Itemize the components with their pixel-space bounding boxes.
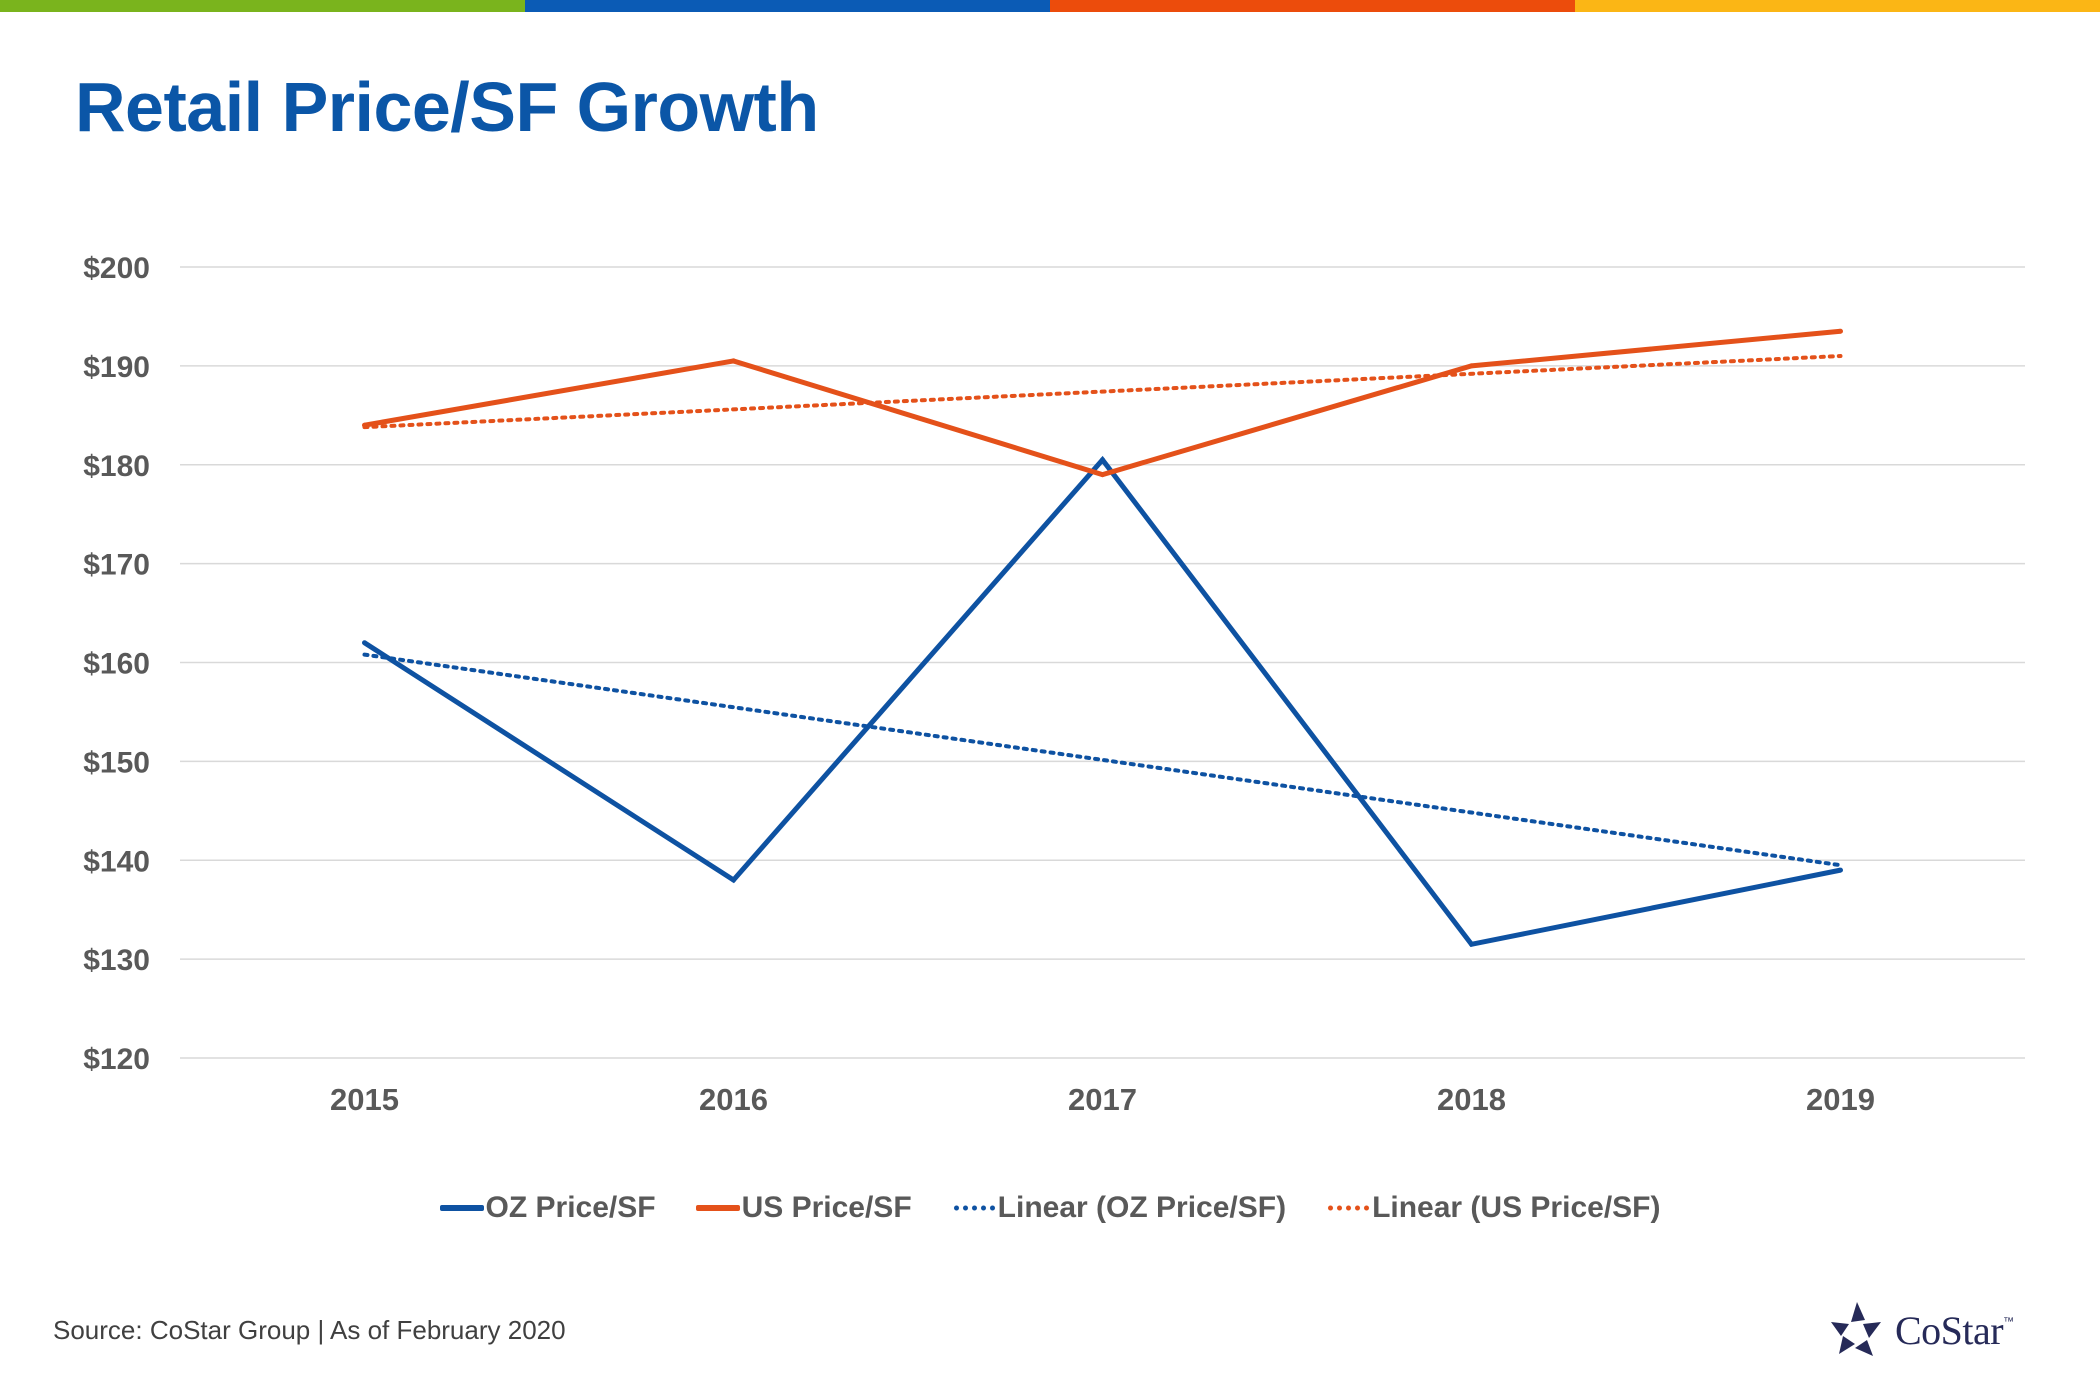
costar-star-logo-icon xyxy=(1831,1302,1881,1356)
data-point xyxy=(1838,328,1843,334)
legend-label: Linear (OZ Price/SF) xyxy=(997,1191,1287,1224)
page-title: Retail Price/SF Growth xyxy=(75,68,819,146)
y-tick-label: $160 xyxy=(83,648,150,681)
data-point xyxy=(1838,867,1843,873)
legend-item: OZ Price/SF xyxy=(439,1191,656,1225)
trendline xyxy=(362,652,1843,868)
legend-swatch xyxy=(695,1205,740,1211)
stripe-green xyxy=(0,0,525,12)
x-tick-label: 2015 xyxy=(330,1082,399,1117)
line-chart: $120 $130 $140 $150 $160 $170 $180 $190 $200 201… xyxy=(83,252,2025,1117)
y-tick-label: $150 xyxy=(83,746,150,779)
chart-legend: OZ Price/SF US Price/SF Linear (OZ Price/S… xyxy=(0,1185,2100,1231)
costar-logo: CoStar ™ xyxy=(1827,1300,2014,1360)
series-line xyxy=(364,328,1841,478)
y-tick-label: $170 xyxy=(83,549,150,582)
y-tick-label: $130 xyxy=(83,944,150,977)
x-axis-tick-labels: 2015 2016 2017 2018 2019 xyxy=(330,1082,1875,1117)
legend-item: Linear (US Price/SF) xyxy=(1326,1191,1660,1225)
x-tick-label: 2017 xyxy=(1068,1082,1137,1117)
legend-swatch xyxy=(951,1205,996,1211)
y-axis-tick-labels: $120 $130 $140 $150 $160 $170 $180 $190 $200 xyxy=(83,252,150,1076)
data-series xyxy=(362,328,1843,948)
data-point xyxy=(731,358,736,364)
data-point xyxy=(362,640,367,646)
stripe-orange xyxy=(1050,0,1575,12)
data-point xyxy=(362,422,367,428)
logo-wordmark: CoStar xyxy=(1895,1307,2004,1353)
trendlines xyxy=(362,353,1843,868)
data-point xyxy=(1469,363,1474,369)
x-tick-label: 2019 xyxy=(1806,1082,1875,1117)
series-line xyxy=(363,455,1841,948)
y-tick-label: $200 xyxy=(83,252,150,285)
legend-swatch xyxy=(439,1205,484,1211)
data-point xyxy=(731,877,736,883)
legend-label: US Price/SF xyxy=(741,1191,912,1224)
trendline xyxy=(362,353,1843,430)
y-tick-label: $120 xyxy=(83,1043,150,1076)
stripe-yellow xyxy=(1575,0,2100,12)
legend-item: US Price/SF xyxy=(695,1191,912,1225)
legend-label: Linear (US Price/SF) xyxy=(1372,1191,1661,1224)
data-point xyxy=(1100,457,1105,463)
x-tick-label: 2016 xyxy=(699,1082,768,1117)
data-point xyxy=(1469,941,1474,947)
stripe-blue xyxy=(525,0,1050,12)
gridlines xyxy=(180,266,2025,1059)
legend-item: Linear (OZ Price/SF) xyxy=(951,1191,1287,1225)
source-note: Source: CoStar Group | As of February 20… xyxy=(53,1315,566,1345)
top-color-stripe xyxy=(0,0,2100,12)
legend-swatch xyxy=(1326,1205,1371,1211)
y-tick-label: $190 xyxy=(83,351,150,384)
data-point xyxy=(1100,472,1105,478)
logo-trademark: ™ xyxy=(2003,1316,2015,1328)
x-tick-label: 2018 xyxy=(1437,1082,1506,1117)
y-tick-label: $140 xyxy=(83,845,150,878)
y-tick-label: $180 xyxy=(83,450,150,483)
legend-label: OZ Price/SF xyxy=(485,1191,656,1224)
